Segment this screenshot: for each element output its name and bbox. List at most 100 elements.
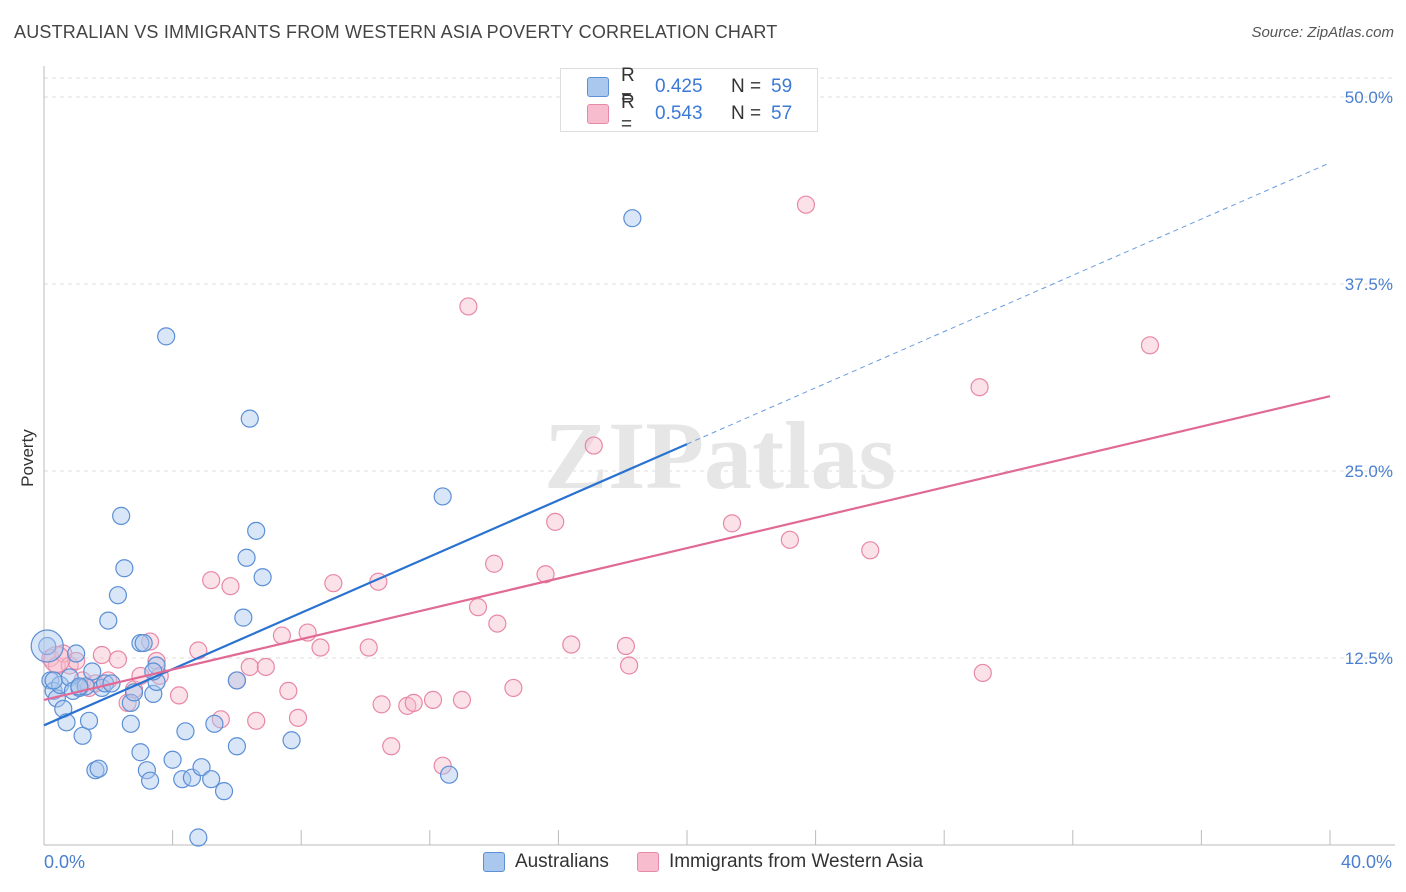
data-point-immigrants (279, 681, 298, 701)
chart-title: AUSTRALIAN VS IMMIGRANTS FROM WESTERN AS… (14, 22, 778, 42)
trend-lines (43, 162, 1331, 727)
data-point-immigrants (256, 657, 275, 677)
data-point-immigrants (189, 641, 208, 660)
data-point-australians (202, 770, 221, 789)
data-point-australians (247, 521, 266, 540)
data-point-australians (121, 714, 140, 733)
data-point-immigrants (1140, 336, 1160, 355)
bottom-legend-label: Immigrants from Western Asia (668, 851, 924, 872)
data-point-australians (157, 327, 176, 346)
data-point-australians (38, 636, 57, 656)
data-point-immigrants (485, 554, 504, 573)
y-tick-label: 50.0% (1345, 88, 1393, 107)
data-point-australians (623, 209, 642, 228)
series-australians-points (30, 209, 642, 847)
bottom-legend: Australians Immigrants from Western Asia (0, 851, 1406, 873)
data-point-immigrants (221, 577, 240, 596)
data-point-australians (234, 608, 253, 627)
data-point-immigrants (202, 571, 221, 590)
data-point-australians (282, 731, 301, 750)
data-point-immigrants (67, 651, 86, 671)
data-point-immigrants (372, 695, 391, 714)
data-point-immigrants (584, 436, 603, 455)
legend-r-value: 0.425 (655, 76, 703, 97)
bottom-legend-swatch-pink (636, 852, 659, 872)
data-point-australians (121, 693, 140, 712)
data-point-immigrants (92, 645, 111, 665)
legend-swatch-blue (587, 77, 609, 97)
data-point-australians (237, 548, 256, 567)
trend-line-immigrants (43, 395, 1331, 701)
data-point-immigrants (147, 651, 166, 671)
source-label: Source: ZipAtlas.com (1251, 24, 1394, 41)
data-point-immigrants (562, 635, 581, 654)
data-point-australians (176, 722, 195, 741)
watermark: ZIPatlas (544, 402, 896, 509)
data-point-immigrants (616, 636, 636, 656)
data-point-immigrants (546, 512, 565, 531)
data-point-australians (189, 828, 208, 847)
data-point-immigrants (620, 656, 639, 675)
data-point-australians (73, 726, 92, 745)
data-point-australians (227, 737, 246, 756)
data-point-immigrants (311, 638, 330, 657)
legend-n-value: 57 (771, 103, 793, 124)
data-point-immigrants (404, 693, 423, 712)
y-axis-label: Poverty (18, 429, 37, 487)
data-point-immigrants (324, 574, 343, 593)
data-point-australians (173, 770, 192, 789)
legend-n-label: N = (731, 76, 762, 97)
legend-swatch-pink (587, 104, 609, 124)
data-point-australians (140, 771, 160, 790)
y-tick-label: 25.0% (1345, 462, 1393, 481)
x-tick-min: 0.0% (44, 852, 86, 872)
bottom-legend-label: Australians (514, 851, 609, 872)
data-point-australians (131, 743, 150, 762)
data-point-immigrants (468, 598, 488, 617)
data-point-immigrants (423, 690, 443, 709)
x-tick-max: 40.0% (1340, 852, 1392, 872)
legend-row-australians: R = 0.425 N = 59 (587, 65, 847, 108)
data-point-immigrants (140, 632, 160, 651)
y-tick-label: 12.5% (1345, 649, 1393, 668)
data-point-australians (439, 765, 459, 784)
data-point-australians (115, 559, 134, 578)
trend-line-australians (43, 443, 688, 727)
data-point-australians (433, 487, 452, 506)
bottom-legend-australians: Australians (482, 851, 609, 873)
data-point-immigrants (504, 678, 523, 698)
legend-n-label: N = (731, 103, 762, 124)
data-point-australians (192, 758, 211, 777)
data-point-immigrants (169, 686, 189, 705)
legend-r-label: R = (621, 92, 635, 135)
data-point-immigrants (108, 650, 128, 669)
legend: R = 0.425 N = 59 R = 0.543 N = 57 (560, 65, 818, 135)
data-point-australians (44, 671, 63, 690)
data-point-immigrants (459, 297, 478, 316)
data-point-immigrants (536, 565, 555, 584)
data-point-australians (79, 711, 99, 730)
data-point-immigrants (722, 514, 742, 533)
data-point-australians (144, 684, 163, 704)
data-point-immigrants (796, 195, 816, 214)
data-point-immigrants (970, 378, 989, 397)
data-point-australians (163, 750, 182, 769)
grid-lines (44, 77, 1395, 659)
data-point-australians (89, 759, 108, 778)
data-point-australians (83, 662, 102, 681)
data-point-australians (67, 644, 86, 663)
data-point-australians (99, 611, 118, 630)
data-point-australians (108, 586, 128, 605)
data-point-immigrants (780, 530, 799, 549)
data-point-australians-cluster (30, 629, 64, 663)
legend-n-value: 59 (771, 76, 793, 97)
y-tick-labels: 12.5% 25.0% 37.5% 50.0% (1345, 88, 1393, 668)
data-point-immigrants (240, 657, 259, 677)
bottom-legend-immigrants: Immigrants from Western Asia (636, 851, 924, 873)
data-point-immigrants (382, 737, 401, 756)
data-point-australians (214, 782, 234, 801)
bottom-legend-swatch-blue (482, 852, 505, 872)
data-point-australians (227, 671, 246, 690)
data-point-australians (112, 506, 131, 525)
data-point-australians (240, 409, 259, 428)
